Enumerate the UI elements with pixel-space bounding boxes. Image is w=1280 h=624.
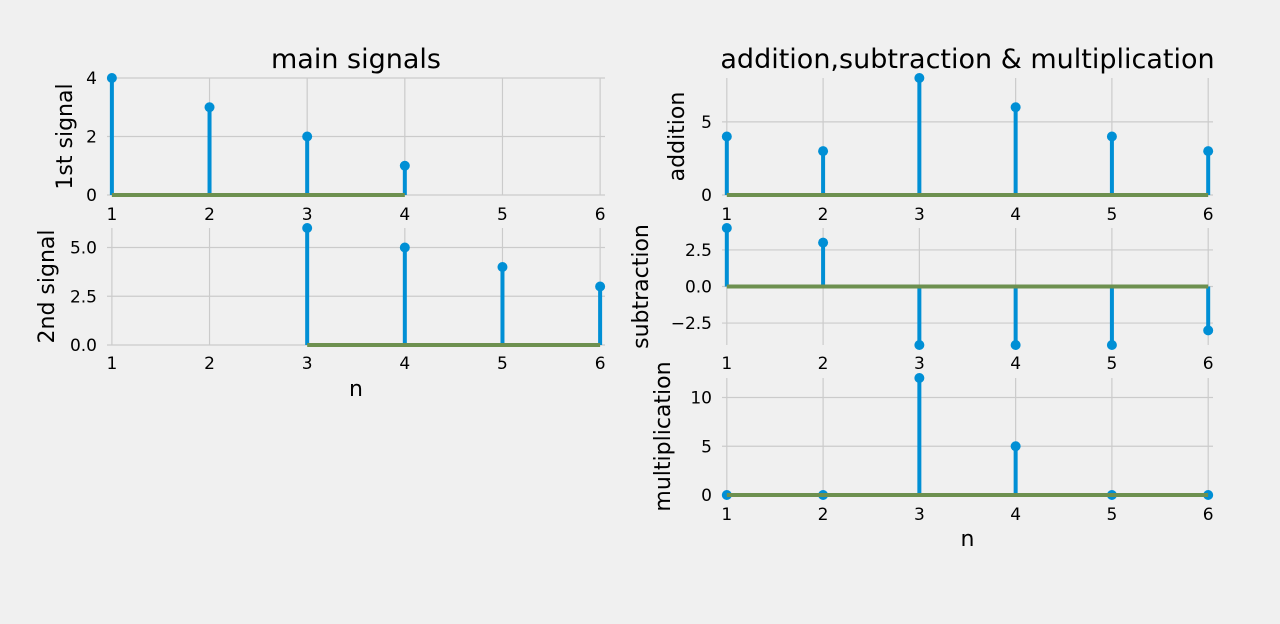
stem-marker [1203,325,1214,336]
x-tick-label: 6 [1203,205,1214,225]
x-tick-label: 1 [106,354,117,374]
y-tick-label: 2 [86,128,97,148]
panel-addition: 1 2 3 4 5 6 0 5 addition,subtraction & multiplic… [665,44,1215,225]
chart-title: main signals [271,44,441,75]
y-tick-label: 0 [701,486,712,506]
y-axis-label: multiplication [651,361,676,511]
y-tick-label: 5.0 [70,239,97,259]
x-tick-label: 4 [399,205,410,225]
stem-marker [818,237,829,248]
stem-marker [302,131,313,142]
stem-marker [497,262,508,272]
x-tick-label: 3 [914,205,925,225]
x-tick-label: 1 [721,205,732,225]
x-axis-label: n [349,377,363,402]
stem-marker [1106,340,1117,350]
x-tick-label: 3 [914,354,925,374]
x-tick-label: 5 [1106,354,1117,374]
y-tick-label: 4 [86,69,97,89]
y-tick-label: 0.0 [685,278,712,298]
panel-subtraction: 1 2 3 4 5 6 −2.5 0.0 2.5 subtraction [629,223,1214,374]
x-tick-label: 4 [1010,205,1021,225]
x-tick-label: 2 [818,354,829,374]
y-tick-label: 0.0 [70,336,97,356]
panel-main-2nd: 1 2 3 4 5 6 0.0 2.5 5.0 2nd signal n [35,223,606,402]
stem-marker [399,242,410,253]
x-tick-label: 6 [1203,505,1214,525]
y-axis-label: subtraction [629,224,654,349]
x-tick-label: 6 [595,354,606,374]
stem-marker [914,340,925,350]
y-tick-label: −2.5 [671,314,712,334]
x-tick-label: 2 [818,505,829,525]
stem-marker [1010,441,1021,452]
x-tick-label: 5 [1106,205,1117,225]
x-tick-label: 2 [204,354,215,374]
stem-marker [1010,102,1021,113]
x-tick-label: 3 [914,505,925,525]
y-tick-label: 5 [701,113,712,133]
y-axis-label: 1st signal [53,83,78,189]
x-tick-label: 1 [721,505,732,525]
x-axis-label: n [961,527,975,552]
stem-marker [914,373,925,383]
panel-multiplication: 1 2 3 4 5 6 0 5 10 multiplication n [651,361,1214,552]
x-tick-label: 2 [818,205,829,225]
stem-marker [1106,131,1117,142]
x-tick-label: 4 [399,354,410,374]
x-tick-label: 1 [721,354,732,374]
stem-marker [204,102,215,113]
y-tick-label: 2.5 [70,287,97,307]
x-tick-label: 1 [106,205,117,225]
stem-marker [721,131,732,142]
x-tick-label: 6 [595,205,606,225]
x-tick-label: 4 [1010,505,1021,525]
stem-marker [595,281,606,292]
x-tick-label: 5 [1106,505,1117,525]
x-tick-label: 3 [302,205,313,225]
x-tick-label: 2 [204,205,215,225]
y-tick-label: 5 [701,437,712,457]
y-tick-label: 0 [86,186,97,206]
y-axis-label: addition [665,92,690,182]
y-axis-label: 2nd signal [35,230,60,344]
x-tick-label: 5 [497,354,508,374]
y-tick-label: 10 [690,389,712,409]
x-tick-label: 5 [497,205,508,225]
stem-marker [1010,340,1021,350]
y-tick-label: 2.5 [685,241,712,261]
stem-marker [302,223,313,233]
stem-marker [818,146,829,157]
y-tick-label: 0 [701,186,712,206]
stem-marker [106,73,117,83]
chart-title: addition,subtraction & multiplication [720,44,1214,75]
stem-marker [399,160,410,171]
panel-main-1st: 1 2 3 4 5 6 0 2 4 main signals 1st signal [53,44,606,225]
stem-marker [1203,146,1214,157]
x-tick-label: 6 [1203,354,1214,374]
stem-marker [721,223,732,233]
x-tick-label: 4 [1010,354,1021,374]
stem-marker [914,73,925,83]
x-tick-label: 3 [302,354,313,374]
